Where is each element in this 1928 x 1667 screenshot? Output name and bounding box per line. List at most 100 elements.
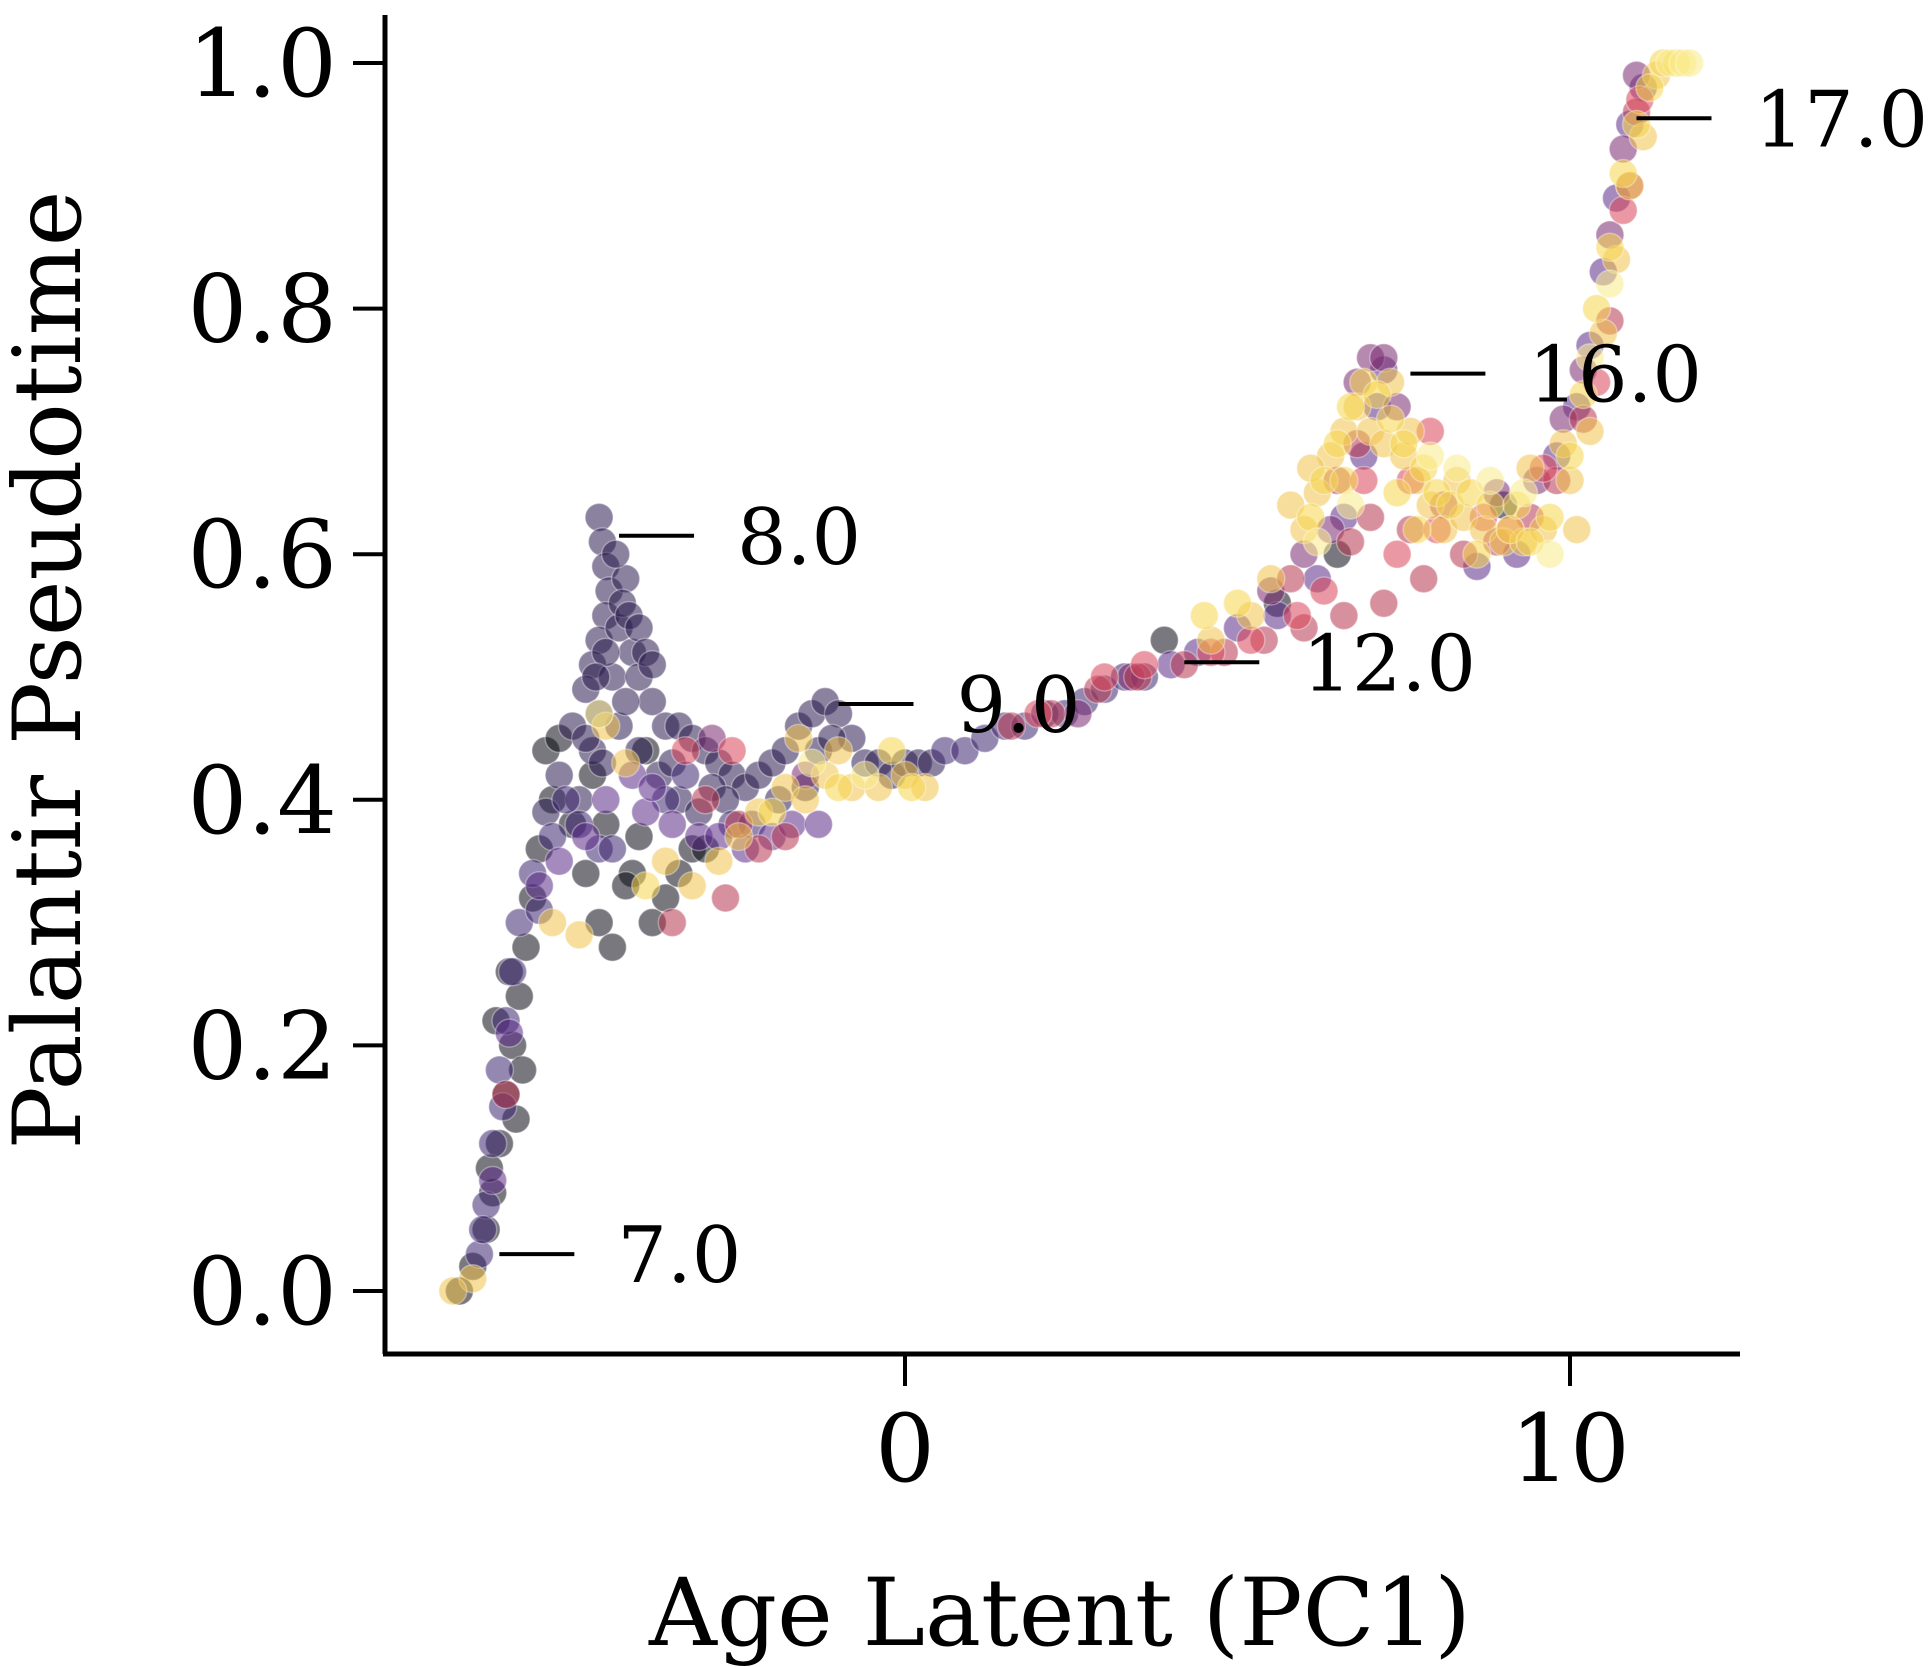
data-point bbox=[1189, 600, 1220, 631]
data-point bbox=[471, 1190, 501, 1220]
y-tick-label: 0.0 bbox=[188, 1238, 338, 1347]
y-tick-label: 0.6 bbox=[188, 501, 338, 610]
data-point bbox=[637, 772, 668, 803]
data-point bbox=[1089, 662, 1120, 692]
data-point bbox=[1329, 600, 1359, 631]
data-point bbox=[484, 1055, 515, 1085]
data-point bbox=[790, 785, 821, 815]
annotation-label: 8.0 bbox=[737, 493, 861, 583]
data-point bbox=[797, 748, 827, 778]
data-point bbox=[494, 1018, 525, 1048]
data-point bbox=[1608, 195, 1638, 226]
annotation-label: 7.0 bbox=[617, 1211, 741, 1301]
data-point bbox=[610, 686, 641, 717]
data-point bbox=[1335, 490, 1366, 520]
data-point bbox=[1535, 539, 1565, 569]
data-point bbox=[1282, 600, 1313, 631]
data-point bbox=[600, 539, 631, 569]
data-point bbox=[1389, 428, 1419, 459]
data-point bbox=[584, 699, 614, 729]
data-point bbox=[630, 797, 661, 827]
data-point bbox=[677, 871, 707, 901]
data-point bbox=[544, 760, 574, 790]
data-point bbox=[467, 1214, 498, 1245]
data-point bbox=[876, 735, 907, 766]
data-point bbox=[657, 907, 688, 938]
data-point bbox=[670, 735, 701, 766]
data-point bbox=[1475, 465, 1505, 496]
data-point bbox=[1595, 269, 1625, 299]
data-point bbox=[1442, 453, 1472, 483]
y-tick-label: 0.8 bbox=[188, 256, 338, 365]
data-point bbox=[1462, 539, 1492, 569]
data-point bbox=[1309, 576, 1339, 606]
data-point bbox=[690, 785, 721, 815]
data-point bbox=[564, 920, 594, 950]
y-tick-label: 1.0 bbox=[188, 10, 338, 119]
data-point bbox=[1362, 379, 1392, 410]
data-point bbox=[537, 821, 568, 852]
data-point bbox=[770, 821, 801, 852]
data-point bbox=[717, 735, 747, 766]
data-point bbox=[637, 686, 668, 717]
data-point bbox=[1222, 588, 1253, 619]
data-point bbox=[581, 662, 611, 692]
data-point bbox=[1295, 502, 1326, 533]
x-tick-label: 0 bbox=[875, 1395, 935, 1504]
data-point bbox=[497, 956, 528, 987]
x-tick-label: 10 bbox=[1510, 1395, 1630, 1504]
data-point bbox=[1382, 478, 1412, 508]
data-point bbox=[1561, 514, 1592, 545]
data-point bbox=[591, 637, 621, 668]
data-point bbox=[544, 846, 574, 876]
data-point bbox=[803, 809, 834, 840]
data-point bbox=[1329, 465, 1359, 496]
data-point bbox=[537, 907, 568, 938]
data-point bbox=[491, 1079, 521, 1110]
data-point bbox=[551, 785, 581, 815]
data-point bbox=[1535, 502, 1565, 533]
data-point bbox=[1382, 539, 1412, 569]
data-point bbox=[1335, 392, 1366, 422]
data-point bbox=[630, 871, 661, 901]
data-point bbox=[1322, 428, 1353, 459]
data-point bbox=[1369, 342, 1399, 373]
data-point bbox=[1674, 48, 1705, 78]
data-point bbox=[1402, 514, 1432, 545]
data-point bbox=[637, 649, 668, 680]
data-point bbox=[1369, 588, 1399, 619]
data-point bbox=[724, 821, 754, 852]
data-point bbox=[1149, 625, 1180, 655]
data-point bbox=[1575, 342, 1605, 373]
data-point bbox=[1575, 416, 1605, 447]
data-point bbox=[597, 932, 628, 962]
y-ticks: 0.0 0.2 0.4 0.6 0.8 1.0 bbox=[188, 10, 385, 1347]
data-point bbox=[477, 1128, 508, 1159]
data-point bbox=[584, 502, 614, 533]
data-point bbox=[823, 772, 854, 803]
data-point bbox=[704, 846, 734, 876]
data-point bbox=[1515, 453, 1545, 483]
data-point bbox=[657, 809, 688, 840]
data-point bbox=[571, 821, 601, 852]
data-point bbox=[850, 760, 880, 790]
data-point bbox=[504, 981, 535, 1012]
data-point bbox=[1635, 72, 1665, 103]
data-point bbox=[1508, 478, 1539, 508]
data-point bbox=[996, 711, 1027, 741]
data-point bbox=[1621, 109, 1652, 140]
data-point bbox=[1475, 490, 1505, 520]
data-point bbox=[591, 785, 621, 815]
data-point bbox=[1415, 441, 1446, 471]
data-point bbox=[1196, 625, 1226, 655]
data-point bbox=[1335, 527, 1366, 557]
annotation-label: 17.0 bbox=[1755, 75, 1928, 165]
annotation-label: 9.0 bbox=[957, 661, 1081, 751]
data-point bbox=[438, 1276, 468, 1306]
data-point bbox=[1555, 441, 1585, 471]
data-point bbox=[610, 564, 641, 594]
data-point bbox=[1375, 404, 1406, 434]
data-point bbox=[1568, 379, 1599, 410]
data-point bbox=[624, 821, 654, 852]
